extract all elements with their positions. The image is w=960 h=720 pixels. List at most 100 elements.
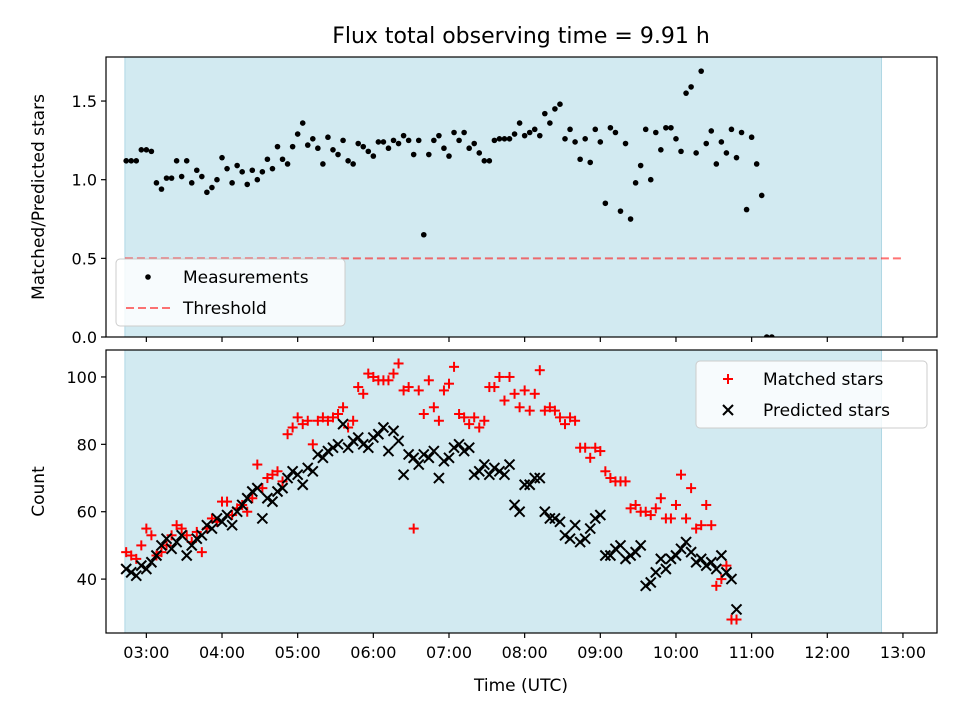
predicted-point — [201, 519, 213, 531]
predicted-point — [534, 472, 546, 484]
predicted-point — [433, 472, 445, 484]
predicted-point — [291, 468, 304, 481]
y-tick-label: 100 — [66, 368, 97, 387]
matched-point — [322, 415, 333, 426]
ratio-panel: 0.0 0.5 1.0 1.5 Matched/Predicted stars Measu… — [29, 56, 938, 347]
predicted-point — [180, 549, 193, 562]
matched-point — [686, 483, 697, 494]
predicted-point — [186, 539, 198, 552]
measurement-point — [637, 162, 644, 169]
matched-point — [711, 580, 722, 591]
measurement-point — [723, 150, 730, 156]
measurement-point — [209, 184, 215, 191]
predicted-point — [463, 441, 475, 454]
matched-point — [191, 526, 202, 537]
predicted-point — [645, 576, 657, 589]
y-axis-label: Count — [29, 466, 49, 517]
predicted-point — [206, 522, 218, 535]
measurement-point — [758, 192, 765, 199]
measurement-point — [380, 139, 387, 145]
x-tick-label: 03:00 — [123, 643, 169, 662]
measurement-point — [214, 176, 220, 183]
measurement-point — [552, 106, 558, 112]
predicted-point — [347, 435, 359, 447]
measurement-point — [466, 145, 472, 152]
matched-point — [393, 358, 404, 369]
predicted-point — [599, 549, 612, 562]
predicted-point — [660, 563, 672, 575]
measurement-point — [678, 148, 684, 155]
measurement-point — [542, 110, 548, 117]
matched-point — [247, 493, 258, 504]
matched-point — [428, 402, 439, 413]
predicted-point — [513, 506, 526, 518]
matched-point — [595, 446, 606, 457]
matched-point — [438, 385, 449, 396]
predicted-point — [276, 482, 289, 494]
predicted-point — [357, 438, 369, 451]
measurement-point — [557, 101, 563, 107]
matched-point — [554, 412, 565, 423]
matched-point — [327, 412, 338, 423]
predicted-point — [196, 529, 208, 542]
measurement-point — [370, 153, 377, 159]
measurement-point — [617, 208, 624, 214]
measurement-point — [577, 156, 583, 163]
measurement-point — [289, 143, 296, 150]
predicted-point — [619, 553, 632, 565]
matched-point — [560, 419, 571, 430]
legend-box — [695, 360, 928, 429]
measurement-point — [521, 132, 528, 139]
measurement-point — [738, 129, 745, 136]
measurement-point — [325, 134, 331, 141]
measurement-point — [355, 140, 362, 147]
predicted-point — [453, 438, 465, 451]
measurement-point — [244, 181, 251, 188]
matched-point — [348, 415, 359, 426]
matched-point — [408, 523, 419, 534]
matched-point — [272, 466, 283, 477]
predicted-point — [715, 549, 728, 562]
predicted-point — [302, 462, 314, 474]
matched-point — [353, 382, 364, 393]
predicted-point — [523, 479, 536, 491]
legend-marker-predicted — [722, 404, 734, 416]
matched-point — [459, 412, 470, 423]
matched-point — [655, 493, 666, 504]
matched-point — [620, 476, 631, 487]
predicted-point — [352, 431, 364, 444]
count-panel: 40 60 80 100 03:00 04:00 05:00 06:00 07:00 08:00 0… — [29, 349, 938, 662]
measurement-point — [320, 161, 326, 167]
measurement-point — [703, 140, 710, 147]
predicted-point — [564, 532, 576, 545]
matched-point — [645, 510, 656, 521]
measurement-point — [491, 137, 498, 144]
matched-point — [625, 503, 636, 514]
plot-area — [120, 358, 743, 625]
matched-point — [630, 499, 641, 510]
matched-point — [696, 520, 707, 531]
matched-point — [166, 530, 177, 541]
measurement-point — [123, 158, 129, 164]
predicted-point — [327, 441, 339, 454]
predicted-point — [423, 452, 435, 464]
matched-point — [287, 422, 298, 433]
y-tick-label: 1.5 — [72, 92, 97, 111]
predicted-point — [574, 536, 586, 548]
series-predicted-stars — [120, 418, 743, 616]
matched-point — [549, 405, 560, 416]
matched-point — [292, 412, 303, 423]
matched-point — [519, 385, 530, 396]
predicted-point — [685, 546, 697, 558]
measurement-point — [531, 126, 538, 133]
predicted-point — [629, 546, 642, 558]
predicted-point — [655, 553, 667, 565]
predicted-point — [559, 529, 571, 542]
matched-point — [534, 365, 545, 376]
matched-point — [262, 473, 273, 484]
predicted-point — [498, 468, 511, 481]
x-tick-label: 06:00 — [350, 643, 396, 662]
legend-label: Measurements — [183, 268, 309, 288]
predicted-point — [135, 559, 148, 572]
